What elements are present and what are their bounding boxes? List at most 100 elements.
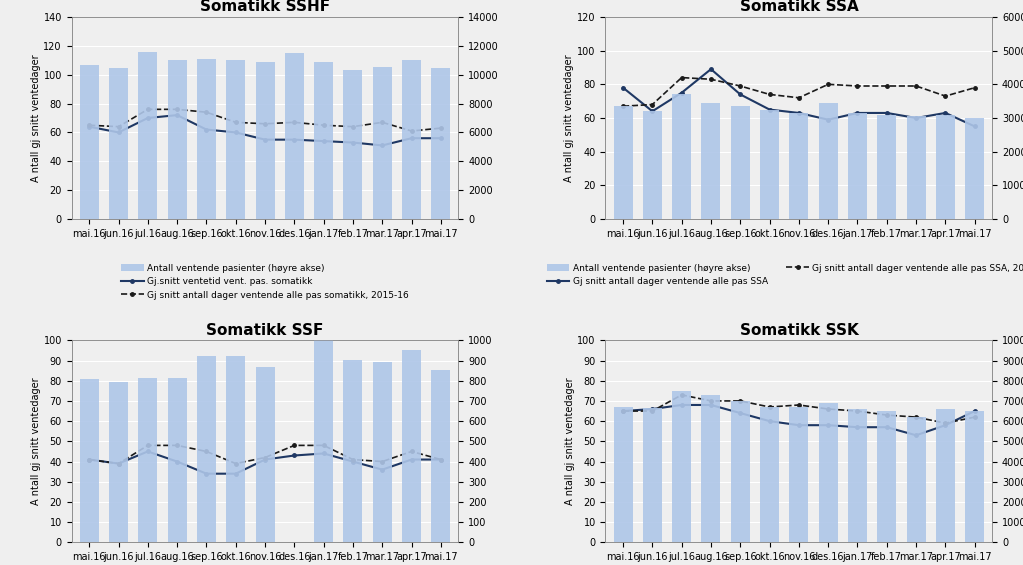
Y-axis label: A ntall gj snitt ventedager: A ntall gj snitt ventedager xyxy=(31,377,41,505)
Gj snitt antall dager ventende alle pas somatikk, 2015-16 xyxy=(171,106,183,113)
Bar xyxy=(314,340,333,542)
Gj.snitt ventetid vent. pas. somatikk xyxy=(376,142,389,149)
Bar xyxy=(138,377,158,542)
Gj.snitt ventetid vent. pas. somatikk xyxy=(83,123,95,130)
Gj snitt antall dager ventende alle pas somatikk, 2015-16 xyxy=(376,119,389,126)
Gj snitt antall dager ventende alle pas somatikk, 2015-16 xyxy=(288,119,301,126)
Bar xyxy=(196,357,216,542)
Gj snitt antall dager ventende alle pas SSF, 2015-16 xyxy=(347,456,359,463)
Gj snitt antall dager ventende alle pas SSK, 2015-16 xyxy=(705,398,717,405)
Gj snitt antall dager ventende alle pas SSA, 2015-16 xyxy=(939,93,951,99)
Gj snitt antall dager ventende alle pas SSK xyxy=(647,406,659,412)
Gj snitt antall dager ventende alle pas SSK xyxy=(851,424,863,431)
Gj snitt antall dager ventende alle pas somatikk, 2015-16 xyxy=(201,109,213,116)
Gj snitt antall dager ventende alle pas SSF xyxy=(347,458,359,465)
Bar xyxy=(672,391,692,542)
Gj snitt antall dager ventende alle pas SSA xyxy=(969,123,981,130)
Gj snitt antall dager ventende alle pas SSA, 2015-16 xyxy=(851,82,863,89)
Gj snitt antall dager ventende alle pas SSK, 2015-16 xyxy=(851,407,863,414)
Bar xyxy=(906,417,926,542)
Gj snitt antall dager ventende alle pas SSK xyxy=(969,407,981,414)
Gj snitt antall dager ventende alle pas SSA xyxy=(881,110,893,116)
Gj snitt antall dager ventende alle pas SSK xyxy=(735,410,747,416)
Y-axis label: A ntall gj snitt ventedager: A ntall gj snitt ventedager xyxy=(31,54,41,182)
Gj snitt antall dager ventende alle pas SSA xyxy=(763,106,775,113)
Y-axis label: A ntall gj snitt ventedager: A ntall gj snitt ventedager xyxy=(565,54,575,182)
Gj snitt antall dager ventende alle pas SSA, 2015-16 xyxy=(647,101,659,108)
Gj snitt antall dager ventende alle pas SSF xyxy=(141,448,153,455)
Gj snitt antall dager ventende alle pas SSF xyxy=(288,452,301,459)
Gj snitt antall dager ventende alle pas SSA, 2015-16 xyxy=(910,82,923,89)
Bar xyxy=(730,106,750,219)
Gj snitt antall dager ventende alle pas SSK, 2015-16 xyxy=(763,403,775,410)
Bar xyxy=(702,395,720,542)
Bar xyxy=(642,111,662,219)
Gj snitt antall dager ventende alle pas somatikk, 2015-16 xyxy=(259,120,271,127)
Gj snitt antall dager ventende alle pas SSK xyxy=(910,432,923,438)
Bar xyxy=(168,377,186,542)
Gj snitt antall dager ventende alle pas SSF xyxy=(376,466,389,473)
Bar xyxy=(138,51,158,219)
Gj snitt antall dager ventende alle pas SSK, 2015-16 xyxy=(675,392,687,398)
Bar xyxy=(760,407,780,542)
Gj snitt antall dager ventende alle pas SSA, 2015-16 xyxy=(881,82,893,89)
Gj.snitt ventetid vent. pas. somatikk xyxy=(259,136,271,143)
Gj snitt antall dager ventende alle pas SSK xyxy=(939,422,951,429)
Title: Somatikk SSF: Somatikk SSF xyxy=(207,323,323,338)
Gj snitt antall dager ventende alle pas SSA, 2015-16 xyxy=(705,76,717,82)
Bar xyxy=(936,409,954,542)
Bar xyxy=(730,401,750,542)
Bar xyxy=(372,362,392,542)
Gj snitt antall dager ventende alle pas somatikk, 2015-16 xyxy=(229,119,241,126)
Gj snitt antall dager ventende alle pas somatikk, 2015-16 xyxy=(317,122,329,129)
Gj snitt antall dager ventende alle pas SSK, 2015-16 xyxy=(617,407,629,414)
Gj snitt antall dager ventende alle pas SSA xyxy=(910,115,923,121)
Bar xyxy=(226,357,246,542)
Gj snitt antall dager ventende alle pas SSK, 2015-16 xyxy=(910,414,923,420)
Gj snitt antall dager ventende alle pas SSF, 2015-16 xyxy=(317,442,329,449)
Gj snitt antall dager ventende alle pas SSF xyxy=(229,470,241,477)
Bar xyxy=(966,118,984,219)
Gj snitt antall dager ventende alle pas SSA, 2015-16 xyxy=(969,84,981,91)
Bar xyxy=(284,53,304,219)
Bar xyxy=(344,69,362,219)
Gj snitt antall dager ventende alle pas SSK, 2015-16 xyxy=(822,406,835,412)
Gj.snitt ventetid vent. pas. somatikk xyxy=(288,136,301,143)
Bar xyxy=(848,409,868,542)
Gj snitt antall dager ventende alle pas SSF, 2015-16 xyxy=(201,448,213,455)
Gj snitt antall dager ventende alle pas SSA xyxy=(617,84,629,91)
Gj snitt antall dager ventende alle pas SSK xyxy=(705,402,717,408)
Bar xyxy=(878,115,896,219)
Bar xyxy=(672,94,692,219)
Line: Gj snitt antall dager ventende alle pas SSK, 2015-16: Gj snitt antall dager ventende alle pas … xyxy=(621,393,977,425)
Title: Somatikk SSHF: Somatikk SSHF xyxy=(199,0,330,14)
Gj.snitt ventetid vent. pas. somatikk xyxy=(317,138,329,145)
Gj snitt antall dager ventende alle pas SSK, 2015-16 xyxy=(735,398,747,405)
Gj snitt antall dager ventende alle pas somatikk, 2015-16 xyxy=(405,128,417,134)
Gj snitt antall dager ventende alle pas SSF, 2015-16 xyxy=(229,460,241,467)
Gj snitt antall dager ventende alle pas SSF, 2015-16 xyxy=(288,442,301,449)
Bar xyxy=(790,113,808,219)
Title: Somatikk SSK: Somatikk SSK xyxy=(740,323,858,338)
Bar xyxy=(614,106,632,219)
Line: Gj snitt antall dager ventende alle pas SSF: Gj snitt antall dager ventende alle pas … xyxy=(87,450,443,475)
Gj.snitt ventetid vent. pas. somatikk xyxy=(201,126,213,133)
Gj snitt antall dager ventende alle pas SSA, 2015-16 xyxy=(675,74,687,81)
Gj snitt antall dager ventende alle pas SSF, 2015-16 xyxy=(141,442,153,449)
Gj.snitt ventetid vent. pas. somatikk xyxy=(229,129,241,136)
Legend: Antall ventende pasienter (høyre akse), Gj snitt antall dager ventende alle pas : Antall ventende pasienter (høyre akse), … xyxy=(543,260,1023,290)
Gj snitt antall dager ventende alle pas SSA xyxy=(735,91,747,98)
Bar xyxy=(168,60,186,219)
Gj snitt antall dager ventende alle pas SSF, 2015-16 xyxy=(83,456,95,463)
Gj snitt antall dager ventende alle pas SSK, 2015-16 xyxy=(939,420,951,427)
Gj snitt antall dager ventende alle pas SSA xyxy=(705,66,717,72)
Bar xyxy=(80,379,98,542)
Line: Gj snitt antall dager ventende alle pas somatikk, 2015-16: Gj snitt antall dager ventende alle pas … xyxy=(87,107,443,133)
Gj snitt antall dager ventende alle pas SSF xyxy=(83,456,95,463)
Gj snitt antall dager ventende alle pas SSA xyxy=(822,116,835,123)
Bar xyxy=(402,350,421,542)
Gj snitt antall dager ventende alle pas SSF xyxy=(317,450,329,457)
Gj snitt antall dager ventende alle pas SSK xyxy=(822,422,835,429)
Gj snitt antall dager ventende alle pas SSA, 2015-16 xyxy=(617,103,629,110)
Bar xyxy=(226,60,246,219)
